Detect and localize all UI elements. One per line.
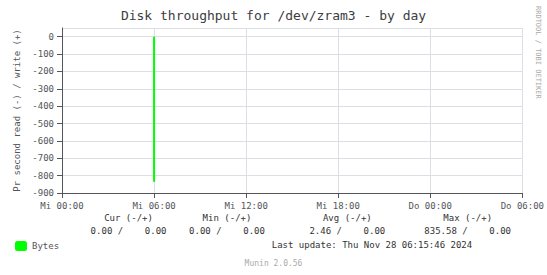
svg-text:0.00 / 0.00: 0.00 / 0.00 <box>189 226 265 236</box>
svg-text:0: 0 <box>49 32 54 42</box>
svg-text:Disk throughput for /dev/zram3: Disk throughput for /dev/zram3 - by day <box>121 8 426 23</box>
svg-text:Mi 06:00: Mi 06:00 <box>132 201 175 211</box>
svg-text:Mi 18:00: Mi 18:00 <box>317 201 360 211</box>
svg-text:Pr second read (-) / write (+): Pr second read (-) / write (+) <box>12 29 22 192</box>
svg-text:Mi 12:00: Mi 12:00 <box>224 201 267 211</box>
svg-text:Do 00:00: Do 00:00 <box>409 201 452 211</box>
svg-text:Max (-/+): Max (-/+) <box>443 213 492 223</box>
svg-text:-600: -600 <box>32 136 54 146</box>
svg-text:-700: -700 <box>32 153 54 163</box>
svg-text:RRDTOOL / TOBI OETIKER: RRDTOOL / TOBI OETIKER <box>534 6 542 100</box>
svg-text:Min (-/+): Min (-/+) <box>203 213 252 223</box>
svg-text:835.58 / 0.00: 835.58 / 0.00 <box>424 226 511 236</box>
svg-text:-400: -400 <box>32 101 54 111</box>
svg-text:Bytes: Bytes <box>32 241 59 251</box>
svg-text:Cur (-/+): Cur (-/+) <box>104 213 153 223</box>
svg-text:Munin 2.0.56: Munin 2.0.56 <box>245 259 303 268</box>
svg-text:Avg (-/+): Avg (-/+) <box>323 213 372 223</box>
svg-text:Do 06:00: Do 06:00 <box>501 201 544 211</box>
svg-text:Last update: Thu Nov 28 06:15:: Last update: Thu Nov 28 06:15:46 2024 <box>272 240 472 250</box>
svg-text:2.46 / 0.00: 2.46 / 0.00 <box>309 226 385 236</box>
svg-text:Mi 00:00: Mi 00:00 <box>40 201 83 211</box>
svg-text:0.00 / 0.00: 0.00 / 0.00 <box>91 226 167 236</box>
svg-text:-500: -500 <box>32 119 54 129</box>
svg-text:-100: -100 <box>32 49 54 59</box>
svg-text:-300: -300 <box>32 84 54 94</box>
svg-text:-900: -900 <box>32 188 54 198</box>
svg-text:-800: -800 <box>32 171 54 181</box>
svg-text:-200: -200 <box>32 66 54 76</box>
